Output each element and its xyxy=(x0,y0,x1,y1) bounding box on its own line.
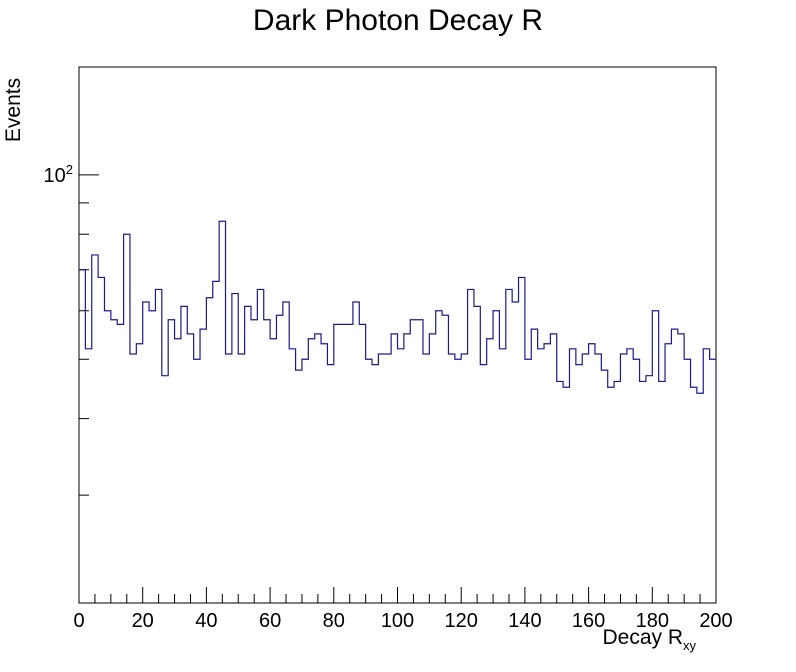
x-tick-label: 40 xyxy=(195,610,217,632)
x-axis-label-subscript: xy xyxy=(683,638,696,653)
x-axis-label-main: Decay R xyxy=(602,626,683,649)
x-tick-label: 80 xyxy=(323,610,345,632)
x-tick-label: 120 xyxy=(445,610,478,632)
x-tick-label: 180 xyxy=(636,610,669,632)
x-axis-label: Decay Rxy xyxy=(602,626,696,653)
x-tick-label: 100 xyxy=(381,610,414,632)
x-tick-label: 200 xyxy=(699,610,732,632)
x-tick-label: 60 xyxy=(259,610,281,632)
x-tick-label: 140 xyxy=(508,610,541,632)
histogram-series xyxy=(79,220,716,400)
x-tick-label: 20 xyxy=(132,610,154,632)
x-tick-label: 160 xyxy=(572,610,605,632)
x-tick-label: 0 xyxy=(73,610,84,632)
y-tick-label: 102 xyxy=(44,162,73,187)
chart-title: Dark Photon Decay R xyxy=(252,4,544,37)
